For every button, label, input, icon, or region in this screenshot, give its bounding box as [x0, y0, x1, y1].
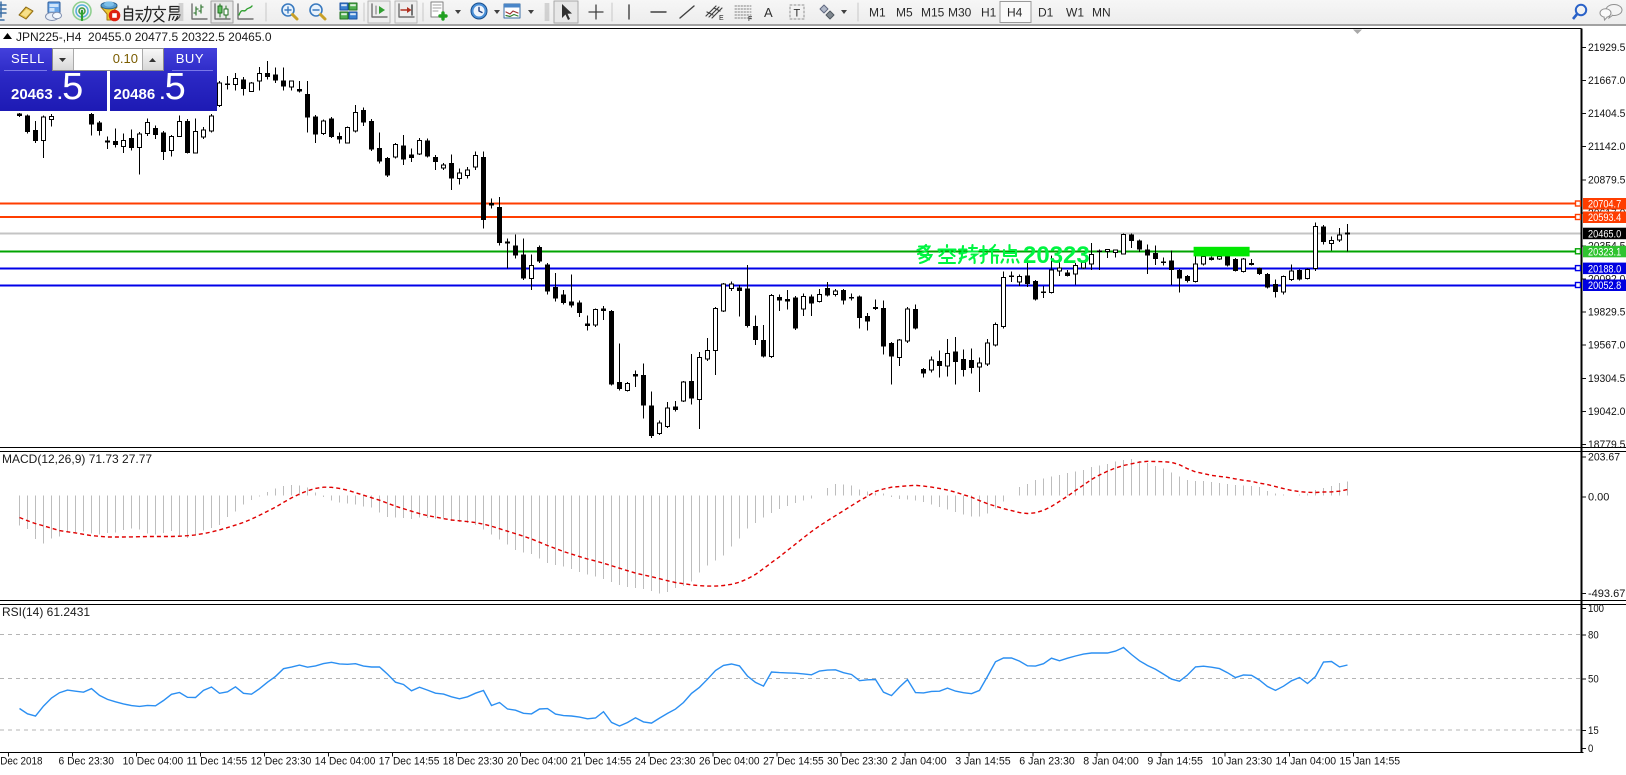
svg-text:50: 50 — [1588, 674, 1599, 686]
svg-text:21 Dec 14:55: 21 Dec 14:55 — [571, 756, 632, 768]
svg-text:8 Jan 04:00: 8 Jan 04:00 — [1083, 756, 1139, 768]
svg-text:20879.5: 20879.5 — [1588, 174, 1625, 186]
svg-text:19304.5: 19304.5 — [1588, 373, 1625, 385]
svg-text:14 Jan 04:00: 14 Jan 04:00 — [1276, 756, 1337, 768]
svg-text:M1: M1 — [869, 6, 886, 20]
svg-text:W1: W1 — [1066, 6, 1084, 20]
svg-text:14 Dec 04:00: 14 Dec 04:00 — [315, 756, 376, 768]
svg-text:A: A — [764, 5, 773, 20]
svg-text:D1: D1 — [1038, 6, 1054, 20]
svg-text:RSI(14) 61.2431: RSI(14) 61.2431 — [2, 605, 90, 619]
svg-text:9 Jan 14:55: 9 Jan 14:55 — [1147, 756, 1203, 768]
svg-text:M5: M5 — [896, 6, 913, 20]
svg-text:12 Dec 23:30: 12 Dec 23:30 — [251, 756, 312, 768]
svg-text:20465.0: 20465.0 — [1588, 228, 1621, 240]
svg-text:20052.8: 20052.8 — [1588, 280, 1621, 292]
svg-text:18779.5: 18779.5 — [1588, 439, 1625, 451]
svg-text:19567.0: 19567.0 — [1588, 340, 1625, 352]
svg-text:3 Jan 14:55: 3 Jan 14:55 — [955, 756, 1011, 768]
svg-text:20593.4: 20593.4 — [1588, 212, 1621, 224]
svg-text:20323: 20323 — [1023, 242, 1090, 269]
svg-text:19042.0: 19042.0 — [1588, 406, 1625, 418]
svg-text:26 Dec 04:00: 26 Dec 04:00 — [699, 756, 760, 768]
svg-text:20 Dec 04:00: 20 Dec 04:00 — [507, 756, 568, 768]
svg-text:11 Dec 14:55: 11 Dec 14:55 — [187, 756, 248, 768]
svg-text:21667.0: 21667.0 — [1588, 75, 1625, 87]
svg-text:10 Jan 23:30: 10 Jan 23:30 — [1212, 756, 1273, 768]
svg-text:H4: H4 — [1007, 6, 1023, 20]
svg-text:24 Dec 23:30: 24 Dec 23:30 — [635, 756, 696, 768]
svg-text:15: 15 — [1588, 725, 1599, 737]
svg-text:6 Dec 23:30: 6 Dec 23:30 — [59, 756, 115, 768]
svg-text:21929.5: 21929.5 — [1588, 42, 1625, 54]
svg-text:0: 0 — [1588, 743, 1593, 755]
svg-text:E: E — [719, 15, 724, 22]
svg-text:0.00: 0.00 — [1588, 492, 1609, 504]
svg-text:20704.7: 20704.7 — [1588, 199, 1621, 211]
svg-text:18 Dec 23:30: 18 Dec 23:30 — [443, 756, 504, 768]
svg-text:19829.5: 19829.5 — [1588, 307, 1625, 319]
svg-text:5 Dec 2018: 5 Dec 2018 — [0, 756, 43, 768]
svg-text:30 Dec 23:30: 30 Dec 23:30 — [827, 756, 888, 768]
svg-text:21142.0: 21142.0 — [1588, 141, 1625, 153]
svg-text:MACD(12,26,9) 71.73 27.77: MACD(12,26,9) 71.73 27.77 — [2, 452, 152, 466]
svg-text:6 Jan 23:30: 6 Jan 23:30 — [1019, 756, 1075, 768]
svg-text:21404.5: 21404.5 — [1588, 108, 1625, 120]
svg-text:T: T — [794, 8, 801, 20]
svg-text:JPN225-,H4 20455.0 20477.5 20: JPN225-,H4 20455.0 20477.5 20322.5 20465… — [16, 30, 272, 44]
svg-text:10 Dec 04:00: 10 Dec 04:00 — [123, 756, 184, 768]
svg-text:203.67: 203.67 — [1588, 452, 1620, 464]
svg-text:20188.0: 20188.0 — [1588, 263, 1621, 275]
svg-text:80: 80 — [1588, 629, 1599, 641]
svg-text:20323.1: 20323.1 — [1588, 247, 1621, 259]
svg-text:27 Dec 14:55: 27 Dec 14:55 — [763, 756, 824, 768]
svg-text:F: F — [748, 16, 752, 23]
svg-text:MN: MN — [1092, 6, 1111, 20]
svg-text:2 Jan 04:00: 2 Jan 04:00 — [891, 756, 947, 768]
svg-text:-493.67: -493.67 — [1588, 588, 1625, 600]
svg-text:H1: H1 — [981, 6, 997, 20]
svg-text:17 Dec 14:55: 17 Dec 14:55 — [379, 756, 440, 768]
svg-text:M15: M15 — [921, 6, 945, 20]
svg-text:100: 100 — [1588, 603, 1604, 615]
svg-text:M30: M30 — [948, 6, 972, 20]
svg-text:15 Jan 14:55: 15 Jan 14:55 — [1340, 756, 1401, 768]
